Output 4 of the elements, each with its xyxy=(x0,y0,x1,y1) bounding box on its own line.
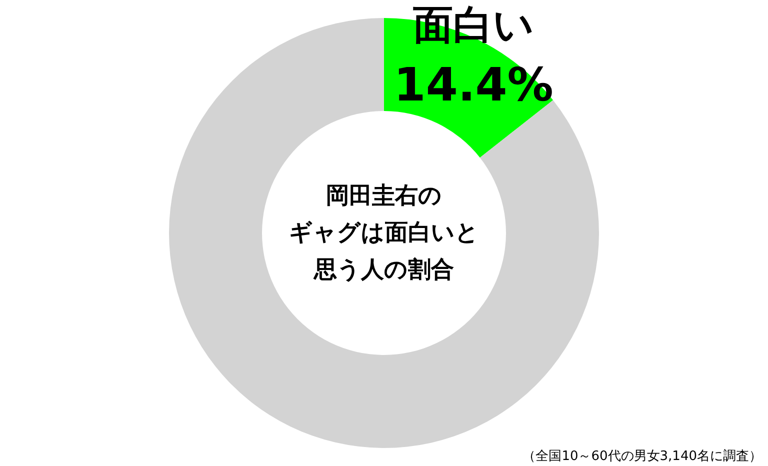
text: ギャグは面白いと xyxy=(289,220,479,246)
text: 思う人の割合 xyxy=(313,257,454,283)
text: 岡田圭右の xyxy=(326,183,442,209)
text: （全国10～60代の男女3,140名に調査） xyxy=(522,449,762,464)
